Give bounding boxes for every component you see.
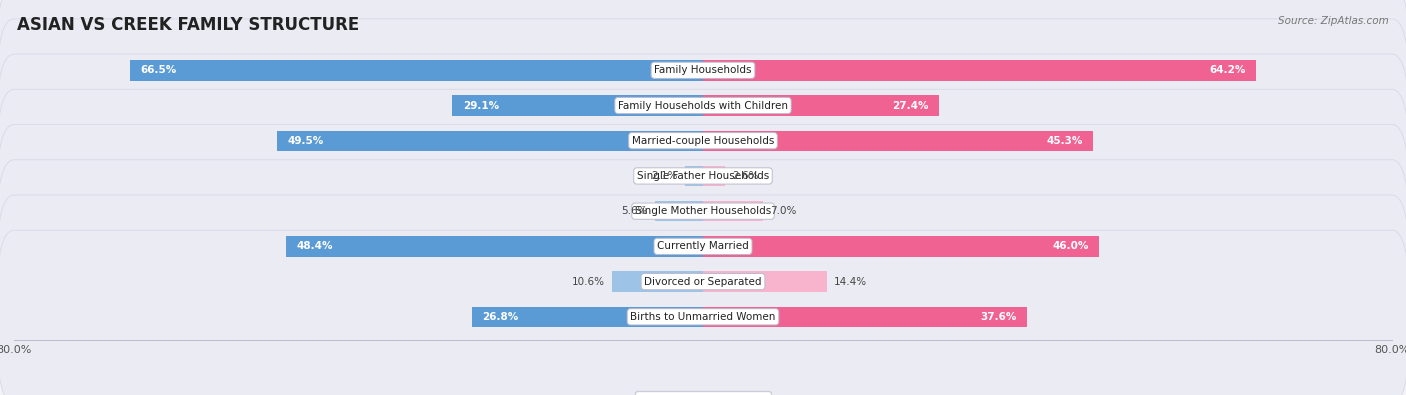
Text: 27.4%: 27.4%: [893, 100, 928, 111]
Bar: [131, 60, 703, 81]
Text: 37.6%: 37.6%: [980, 312, 1017, 322]
Text: ASIAN VS CREEK FAMILY STRUCTURE: ASIAN VS CREEK FAMILY STRUCTURE: [17, 16, 359, 34]
Bar: [703, 307, 1026, 327]
Text: Source: ZipAtlas.com: Source: ZipAtlas.com: [1278, 16, 1389, 26]
Bar: [703, 236, 1099, 257]
Text: Family Households with Children: Family Households with Children: [619, 100, 787, 111]
FancyBboxPatch shape: [0, 0, 1406, 157]
Text: 7.0%: 7.0%: [770, 206, 797, 216]
Text: 46.0%: 46.0%: [1053, 241, 1088, 251]
Text: 5.6%: 5.6%: [621, 206, 648, 216]
Bar: [703, 271, 827, 292]
FancyBboxPatch shape: [0, 230, 1406, 395]
Text: Single Father Households: Single Father Households: [637, 171, 769, 181]
Text: Single Mother Households: Single Mother Households: [636, 206, 770, 216]
FancyBboxPatch shape: [0, 195, 1406, 368]
Bar: [472, 307, 703, 327]
FancyBboxPatch shape: [0, 54, 1406, 228]
FancyBboxPatch shape: [0, 160, 1406, 333]
Text: 14.4%: 14.4%: [834, 276, 868, 287]
Text: 64.2%: 64.2%: [1209, 65, 1246, 75]
Legend: Asian, Creek: Asian, Creek: [636, 391, 770, 395]
Text: 2.6%: 2.6%: [733, 171, 759, 181]
FancyBboxPatch shape: [0, 19, 1406, 192]
FancyBboxPatch shape: [0, 124, 1406, 298]
Bar: [287, 236, 703, 257]
Bar: [703, 60, 1256, 81]
Bar: [703, 95, 939, 116]
Bar: [277, 130, 703, 151]
Text: 29.1%: 29.1%: [463, 100, 499, 111]
Text: 10.6%: 10.6%: [572, 276, 605, 287]
Bar: [703, 166, 725, 186]
Text: 48.4%: 48.4%: [297, 241, 333, 251]
Text: 45.3%: 45.3%: [1046, 136, 1083, 146]
Bar: [655, 201, 703, 221]
Text: Family Households: Family Households: [654, 65, 752, 75]
Text: Currently Married: Currently Married: [657, 241, 749, 251]
Text: Divorced or Separated: Divorced or Separated: [644, 276, 762, 287]
Text: 26.8%: 26.8%: [482, 312, 519, 322]
Bar: [703, 201, 763, 221]
Bar: [685, 166, 703, 186]
Text: 49.5%: 49.5%: [287, 136, 323, 146]
Bar: [453, 95, 703, 116]
FancyBboxPatch shape: [0, 89, 1406, 263]
Bar: [703, 130, 1092, 151]
Text: Births to Unmarried Women: Births to Unmarried Women: [630, 312, 776, 322]
Text: 66.5%: 66.5%: [141, 65, 177, 75]
Text: Married-couple Households: Married-couple Households: [631, 136, 775, 146]
Text: 2.1%: 2.1%: [651, 171, 678, 181]
Bar: [612, 271, 703, 292]
